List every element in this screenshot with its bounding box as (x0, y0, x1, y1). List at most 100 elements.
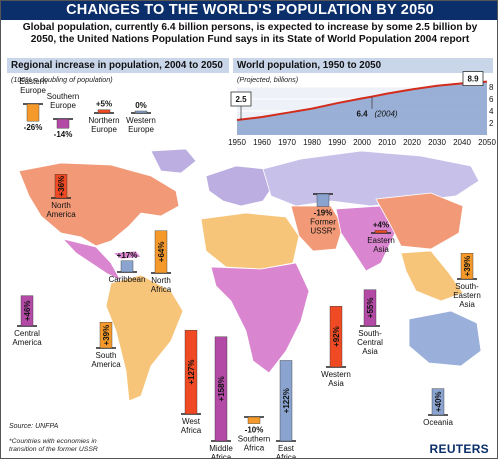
brand-logo: REUTERS (429, 442, 489, 456)
region-bar-value: +39% (463, 256, 472, 277)
region-bar-value: +127% (187, 360, 196, 385)
region-bar (329, 306, 343, 368)
region-bar-value: +36% (57, 176, 66, 197)
region-bar (120, 260, 134, 273)
region-bar-value: +17% (117, 251, 138, 260)
region-bar-group: +64% North Africa (151, 230, 172, 294)
world-chart-x-tick: 1980 (303, 138, 321, 147)
region-bar (460, 253, 474, 280)
region-bar-label: Middle Africa (209, 444, 233, 459)
region-bar (97, 109, 111, 114)
region-bar-label: West Africa (181, 417, 202, 435)
subtitle: Global population, currently 6.4 billion… (22, 22, 478, 45)
region-bar (431, 388, 445, 416)
region-bar (26, 103, 40, 122)
region-bar-label: Former USSR* (310, 218, 336, 236)
map-region-north-africa (200, 212, 300, 270)
world-chart-x-tick: 1990 (328, 138, 346, 147)
world-chart-y-tick: 4 (489, 107, 494, 116)
region-bar-group: +17% Caribbean (109, 251, 146, 284)
world-chart-x-tick: 2040 (453, 138, 471, 147)
world-chart-x-tick: 2010 (378, 138, 396, 147)
regional-panel-note: (100% = doubling of population) (11, 75, 113, 84)
region-bar-group: -14% Southern Europe (47, 92, 79, 139)
page-title: CHANGES TO THE WORLD'S POPULATION BY 205… (1, 1, 497, 20)
world-chart-x-tick: 1960 (253, 138, 271, 147)
world-panel-title: World population, 1950 to 2050 (237, 60, 382, 71)
region-bar-group: 0% Western Europe (126, 101, 156, 134)
source-note: Source: UNFPA (9, 423, 59, 430)
region-bar-label: Southern Europe (47, 92, 79, 110)
region-bar-group: +39% South America (91, 322, 121, 369)
region-bar-label: North Africa (151, 276, 172, 294)
region-bar-group: +39% South-Eastern Asia (453, 253, 481, 309)
region-bar (279, 360, 293, 442)
region-bar (363, 289, 377, 327)
region-bar-label: Oceania (423, 418, 453, 427)
map-region-south-eastern-asia (400, 250, 464, 302)
region-bar (316, 193, 330, 207)
world-population-area (237, 81, 487, 135)
region-bar-value: +64% (157, 242, 166, 263)
world-chart-y-tick: 2 (489, 119, 494, 128)
region-bar-value: +40% (434, 391, 443, 412)
region-bar-value: +5% (96, 100, 112, 109)
region-bar (99, 322, 113, 349)
map-region-sub-saharan-africa (210, 262, 310, 374)
region-bar-value: -10% (245, 426, 264, 435)
region-bar-value: 0% (135, 101, 147, 110)
region-bar (214, 336, 228, 442)
region-bar (56, 118, 70, 129)
region-bar-label: North America (46, 201, 76, 219)
region-bar-value: -14% (54, 130, 73, 139)
region-bar-label: Caribbean (109, 275, 146, 284)
region-bar-group: -19%Former USSR* (310, 193, 336, 236)
region-bar-label: Eastern Europe (19, 77, 47, 95)
region-bar-label: Western Europe (126, 116, 156, 134)
region-bar (134, 110, 148, 114)
world-chart-x-tick: 1950 (228, 138, 246, 147)
region-bar-label: Eastern Asia (367, 236, 395, 254)
region-bar-group: -10%Southern Africa (238, 416, 270, 453)
region-bar-group: -26% Eastern Europe (19, 77, 47, 132)
region-bar-group: +36% North America (46, 174, 76, 219)
regional-panel-header (7, 58, 229, 73)
footnote: *Countries with economies in transition … (9, 438, 98, 453)
region-bar-value: +39% (102, 325, 111, 346)
region-bar-label: South-Eastern Asia (453, 282, 481, 309)
world-chart-x-tick: 2000 (353, 138, 371, 147)
regional-panel-title: Regional increase in population, 2004 to… (11, 60, 223, 71)
world-annotation-current-note: (2004) (374, 110, 397, 119)
region-bar-group: +127% West Africa (181, 329, 202, 435)
world-chart-x-tick: 1970 (278, 138, 296, 147)
region-bar-value: +158% (217, 376, 226, 401)
region-bar (20, 295, 34, 327)
world-annotation-end: 8.9 (467, 75, 479, 84)
map-region-oceania (408, 310, 482, 367)
region-bar-label: South-Central Asia (357, 329, 383, 356)
region-bar-value: +46% (23, 300, 32, 321)
region-bar-label: Southern Africa (238, 435, 270, 453)
world-panel-note: (Projected, billions) (237, 75, 299, 84)
region-bar (154, 230, 168, 274)
region-bar-value: -26% (24, 123, 43, 132)
world-annotation-start: 2.5 (235, 95, 247, 104)
map-region-central-america (61, 238, 123, 282)
region-bar-group: +5% Northern Europe (88, 100, 119, 134)
world-panel-header (233, 58, 493, 73)
world-annotation-current: 6.4 (356, 110, 368, 119)
region-bar-value: -19% (314, 209, 333, 218)
region-bar-label: Western Asia (321, 370, 351, 388)
region-bar-value: +122% (282, 388, 291, 413)
region-bar-group: +46% Central America (12, 295, 42, 347)
region-bar-group: +4% Eastern Asia (367, 220, 395, 254)
region-bar-label: East Africa (276, 444, 297, 459)
region-bar-label: Central America (12, 329, 42, 347)
world-chart-y-tick: 6 (489, 95, 494, 104)
region-bar (374, 230, 388, 234)
region-bar (184, 329, 198, 415)
map-region-western-asia (290, 205, 344, 252)
map-region-europe (205, 165, 274, 207)
